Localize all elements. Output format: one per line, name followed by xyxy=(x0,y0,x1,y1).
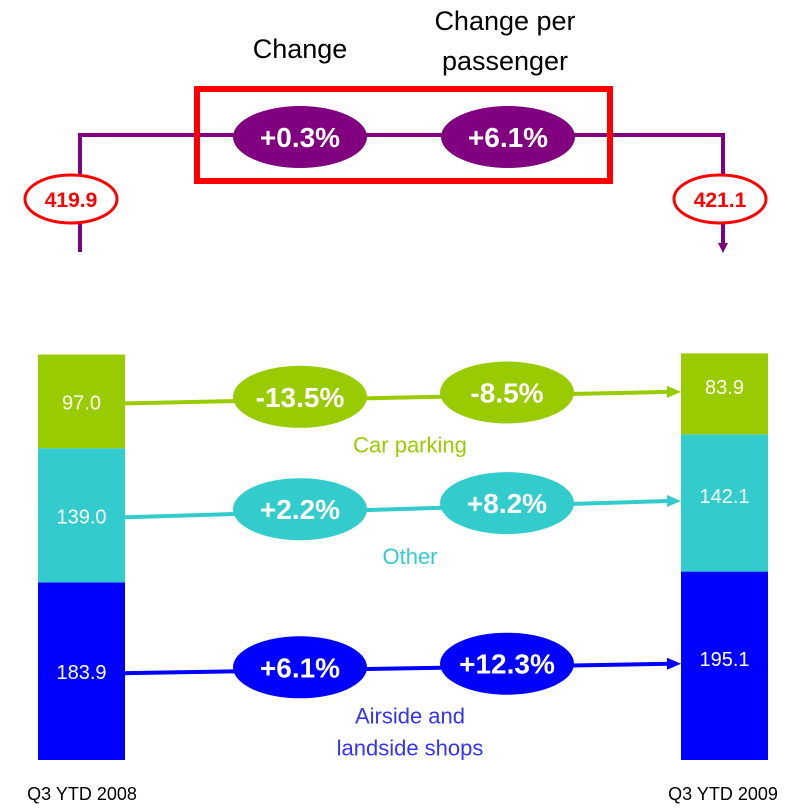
change-oval-car xyxy=(233,365,367,428)
series-label-other-0: Other xyxy=(382,544,437,569)
connector-arrow-car xyxy=(667,385,681,398)
total-2008-oval: 419.9 xyxy=(23,173,119,225)
stacked-bars-layer: 97.0 83.9 -13.5% -8.5%Car parking 139.0 142.1… xyxy=(38,353,768,761)
series-label-shops-1: landside shops xyxy=(337,736,484,761)
total-change-label: +0.3% xyxy=(260,122,340,153)
bar-segment-other-0 xyxy=(38,448,125,583)
total-2009-label: 421.1 xyxy=(694,189,747,212)
bar-segment-car-1 xyxy=(681,353,768,435)
change-label-car: -13.5% xyxy=(256,382,345,413)
connector-line-other xyxy=(124,499,670,520)
bar-value-shops-0: 183.9 xyxy=(56,662,106,684)
total-2009-oval: 421.1 xyxy=(672,173,768,225)
total-change-per-passenger-label: +6.1% xyxy=(468,122,548,153)
header-change: Change xyxy=(253,34,348,64)
change-per-passenger-oval-shops xyxy=(440,632,574,695)
connector-arrow-shops xyxy=(667,657,681,670)
change-oval-shops xyxy=(233,636,367,699)
change-per-passenger-label-shops: +12.3% xyxy=(459,649,555,680)
header-per-passenger-line-2: passenger xyxy=(442,46,568,76)
change-oval-other xyxy=(233,478,367,541)
change-per-passenger-oval-other xyxy=(440,472,574,535)
total-change-oval: +0.3% xyxy=(233,106,367,168)
total-change-highlight-box xyxy=(194,86,613,184)
total-change-per-passenger-oval: +6.1% xyxy=(441,106,575,168)
change-per-passenger-label-car: -8.5% xyxy=(470,378,543,409)
bar-segment-shops-0 xyxy=(38,582,125,760)
bar-segment-car-0 xyxy=(38,354,125,449)
series-label-shops-0: Airside and xyxy=(355,704,465,729)
total-connector-line xyxy=(78,133,728,253)
change-label-other: +2.2% xyxy=(260,494,340,525)
category-label-2009: Q3 YTD 2009 xyxy=(668,784,778,804)
total-2008-label: 419.9 xyxy=(45,189,98,212)
bar-segment-other-1 xyxy=(681,434,768,572)
change-per-passenger-label-other: +8.2% xyxy=(467,488,547,519)
bar-value-car-1: 83.9 xyxy=(705,377,744,399)
category-label-2008: Q3 YTD 2008 xyxy=(27,784,137,804)
change-label-shops: +6.1% xyxy=(260,652,340,683)
change-per-passenger-oval-car xyxy=(440,361,574,424)
header-per-passenger-line-1: Change per xyxy=(434,6,575,36)
bar-value-other-1: 142.1 xyxy=(699,486,749,508)
bar-segment-shops-1 xyxy=(681,571,768,760)
connector-line-car xyxy=(124,389,670,406)
bar-value-other-0: 139.0 xyxy=(56,506,106,528)
series-label-car-0: Car parking xyxy=(353,433,467,458)
connector-line-shops xyxy=(124,661,670,676)
bar-value-shops-1: 195.1 xyxy=(699,649,749,671)
bar-value-car-0: 97.0 xyxy=(62,392,101,414)
connector-arrow-other xyxy=(667,495,681,507)
